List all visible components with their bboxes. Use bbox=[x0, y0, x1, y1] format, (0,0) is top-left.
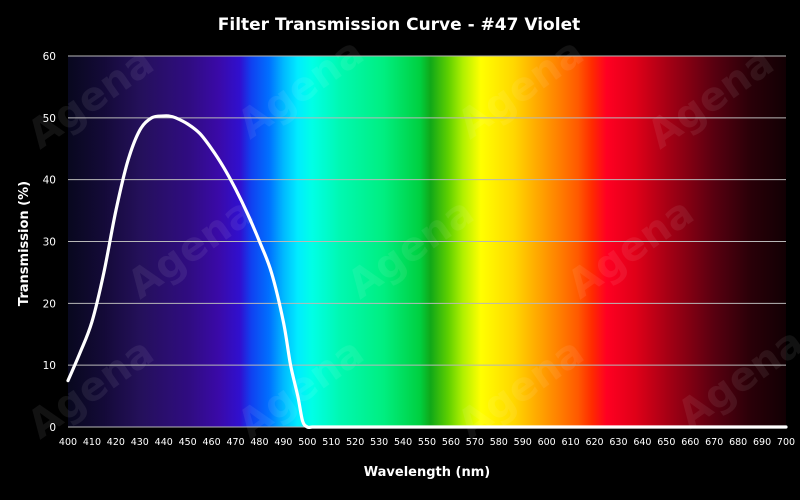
y-tick-label: 50 bbox=[43, 113, 56, 125]
x-tick-label: 540 bbox=[394, 437, 412, 448]
x-tick-label: 430 bbox=[131, 437, 149, 448]
x-tick-label: 660 bbox=[681, 437, 699, 448]
y-axis-label: Transmission (%) bbox=[17, 181, 32, 306]
y-tick-label: 40 bbox=[43, 175, 56, 187]
y-tick-label: 30 bbox=[43, 237, 56, 249]
x-tick-label: 610 bbox=[562, 437, 580, 448]
x-axis-ticks: 400 410 420 430 440 450 460 470 480 490 500 510 520 5… bbox=[59, 437, 795, 448]
y-tick-label: 60 bbox=[43, 51, 56, 63]
x-axis-label: Wavelength (nm) bbox=[364, 465, 490, 480]
y-tick-label: 0 bbox=[49, 422, 56, 434]
chart-title: Filter Transmission Curve - #47 Violet bbox=[218, 15, 580, 35]
x-tick-label: 650 bbox=[657, 437, 675, 448]
x-tick-label: 460 bbox=[203, 437, 221, 448]
x-tick-label: 520 bbox=[346, 437, 364, 448]
x-tick-label: 690 bbox=[753, 437, 771, 448]
x-tick-label: 510 bbox=[322, 437, 340, 448]
x-tick-label: 530 bbox=[370, 437, 388, 448]
x-tick-label: 420 bbox=[107, 437, 125, 448]
x-tick-label: 500 bbox=[298, 437, 316, 448]
x-tick-label: 400 bbox=[59, 437, 77, 448]
x-tick-label: 440 bbox=[155, 437, 173, 448]
y-tick-label: 10 bbox=[43, 360, 56, 372]
y-tick-label: 20 bbox=[43, 298, 56, 310]
x-tick-label: 410 bbox=[83, 437, 101, 448]
x-tick-label: 490 bbox=[274, 437, 292, 448]
x-tick-label: 480 bbox=[250, 437, 268, 448]
x-tick-label: 680 bbox=[729, 437, 747, 448]
x-tick-label: 670 bbox=[705, 437, 723, 448]
x-tick-label: 570 bbox=[466, 437, 484, 448]
x-tick-label: 700 bbox=[777, 437, 795, 448]
x-tick-label: 590 bbox=[514, 437, 532, 448]
x-tick-label: 450 bbox=[179, 437, 197, 448]
x-tick-label: 600 bbox=[538, 437, 556, 448]
x-tick-label: 580 bbox=[490, 437, 508, 448]
x-tick-label: 560 bbox=[442, 437, 460, 448]
x-tick-label: 630 bbox=[609, 437, 627, 448]
y-axis-ticks: 0 10 20 30 40 50 60 bbox=[43, 51, 56, 434]
x-tick-label: 470 bbox=[226, 437, 244, 448]
series-line bbox=[66, 114, 788, 430]
x-tick-label: 620 bbox=[585, 437, 603, 448]
x-tick-label: 550 bbox=[418, 437, 436, 448]
x-tick-label: 640 bbox=[633, 437, 651, 448]
